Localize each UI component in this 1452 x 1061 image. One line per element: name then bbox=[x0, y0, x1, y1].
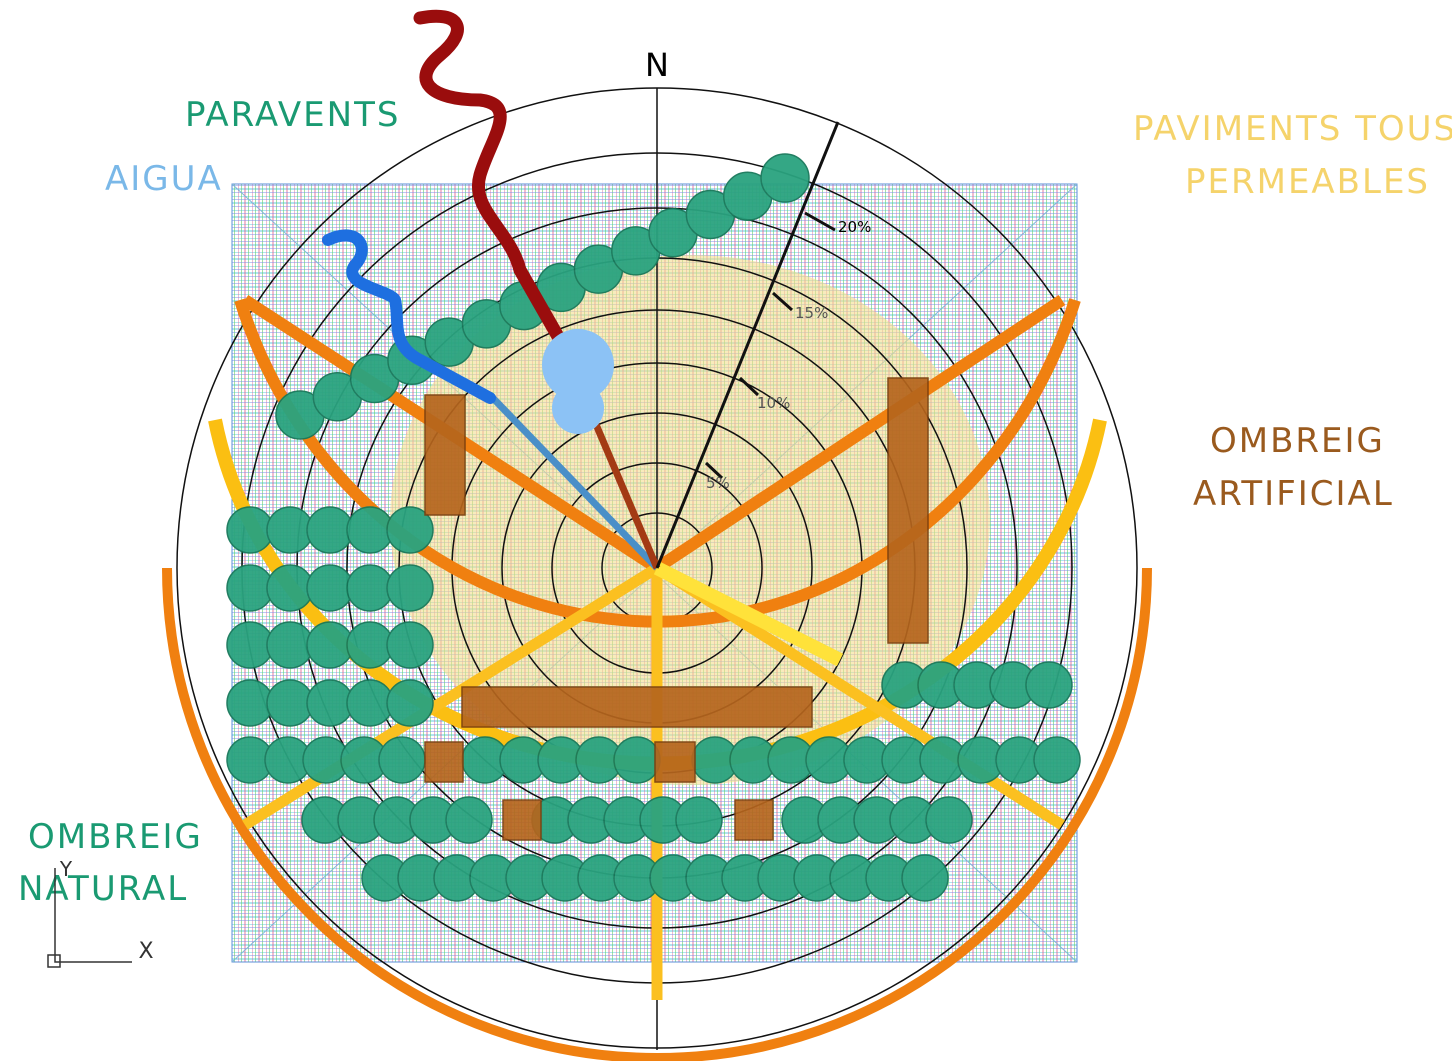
tree bbox=[1025, 661, 1073, 709]
tree bbox=[266, 506, 314, 554]
tree bbox=[226, 564, 274, 612]
water-stream bbox=[322, 229, 496, 404]
legend-label: ARTIFICIAL bbox=[1193, 474, 1394, 514]
water-pond bbox=[552, 382, 604, 434]
tree bbox=[925, 796, 973, 844]
pergolas bbox=[424, 377, 929, 841]
tree bbox=[445, 796, 493, 844]
tree bbox=[386, 506, 434, 554]
water-ray bbox=[487, 392, 660, 571]
slope-line bbox=[655, 121, 840, 569]
tree bbox=[378, 736, 426, 784]
tree bbox=[306, 621, 354, 669]
slope-label: 15% bbox=[795, 304, 828, 322]
tree bbox=[760, 153, 810, 203]
slope-label: 10% bbox=[757, 394, 790, 412]
tree bbox=[306, 506, 354, 554]
tree bbox=[346, 621, 394, 669]
tree bbox=[266, 679, 314, 727]
legend-label: OMBREIG bbox=[1210, 421, 1385, 461]
legend-label: PAVIMENTS TOUS I bbox=[1133, 109, 1452, 149]
tree bbox=[266, 564, 314, 612]
wind-ray bbox=[588, 413, 661, 570]
tree bbox=[226, 621, 274, 669]
water-pond bbox=[542, 329, 614, 401]
north-label: N bbox=[645, 46, 669, 84]
legend-label: PARAVENTS bbox=[185, 95, 400, 135]
yellow-rays bbox=[242, 563, 1065, 1000]
sun-ray bbox=[653, 561, 844, 667]
tree bbox=[346, 564, 394, 612]
tree bbox=[386, 679, 434, 727]
orange-arc bbox=[162, 567, 1152, 1061]
slope-label: 20% bbox=[838, 218, 871, 236]
tree bbox=[901, 854, 949, 902]
legend-label: NATURAL bbox=[18, 869, 188, 909]
legend-label: AIGUA bbox=[105, 159, 223, 199]
ucs-x: X bbox=[138, 939, 153, 964]
slope-label: 5% bbox=[706, 474, 730, 492]
tree bbox=[226, 679, 274, 727]
tree bbox=[346, 506, 394, 554]
tree bbox=[1033, 736, 1081, 784]
ucs-icon bbox=[47, 868, 132, 968]
ucs-y: Y bbox=[59, 857, 73, 881]
tree bbox=[306, 564, 354, 612]
tree bbox=[613, 736, 661, 784]
legend-label: PERMEABLES bbox=[1185, 162, 1430, 202]
tree bbox=[346, 679, 394, 727]
tree bbox=[306, 679, 354, 727]
wind-stream bbox=[413, 9, 567, 347]
tree bbox=[266, 621, 314, 669]
tree bbox=[386, 564, 434, 612]
tree bbox=[675, 796, 723, 844]
tree bbox=[226, 506, 274, 554]
tree bbox=[386, 621, 434, 669]
legend-label: OMBREIG bbox=[28, 817, 203, 857]
